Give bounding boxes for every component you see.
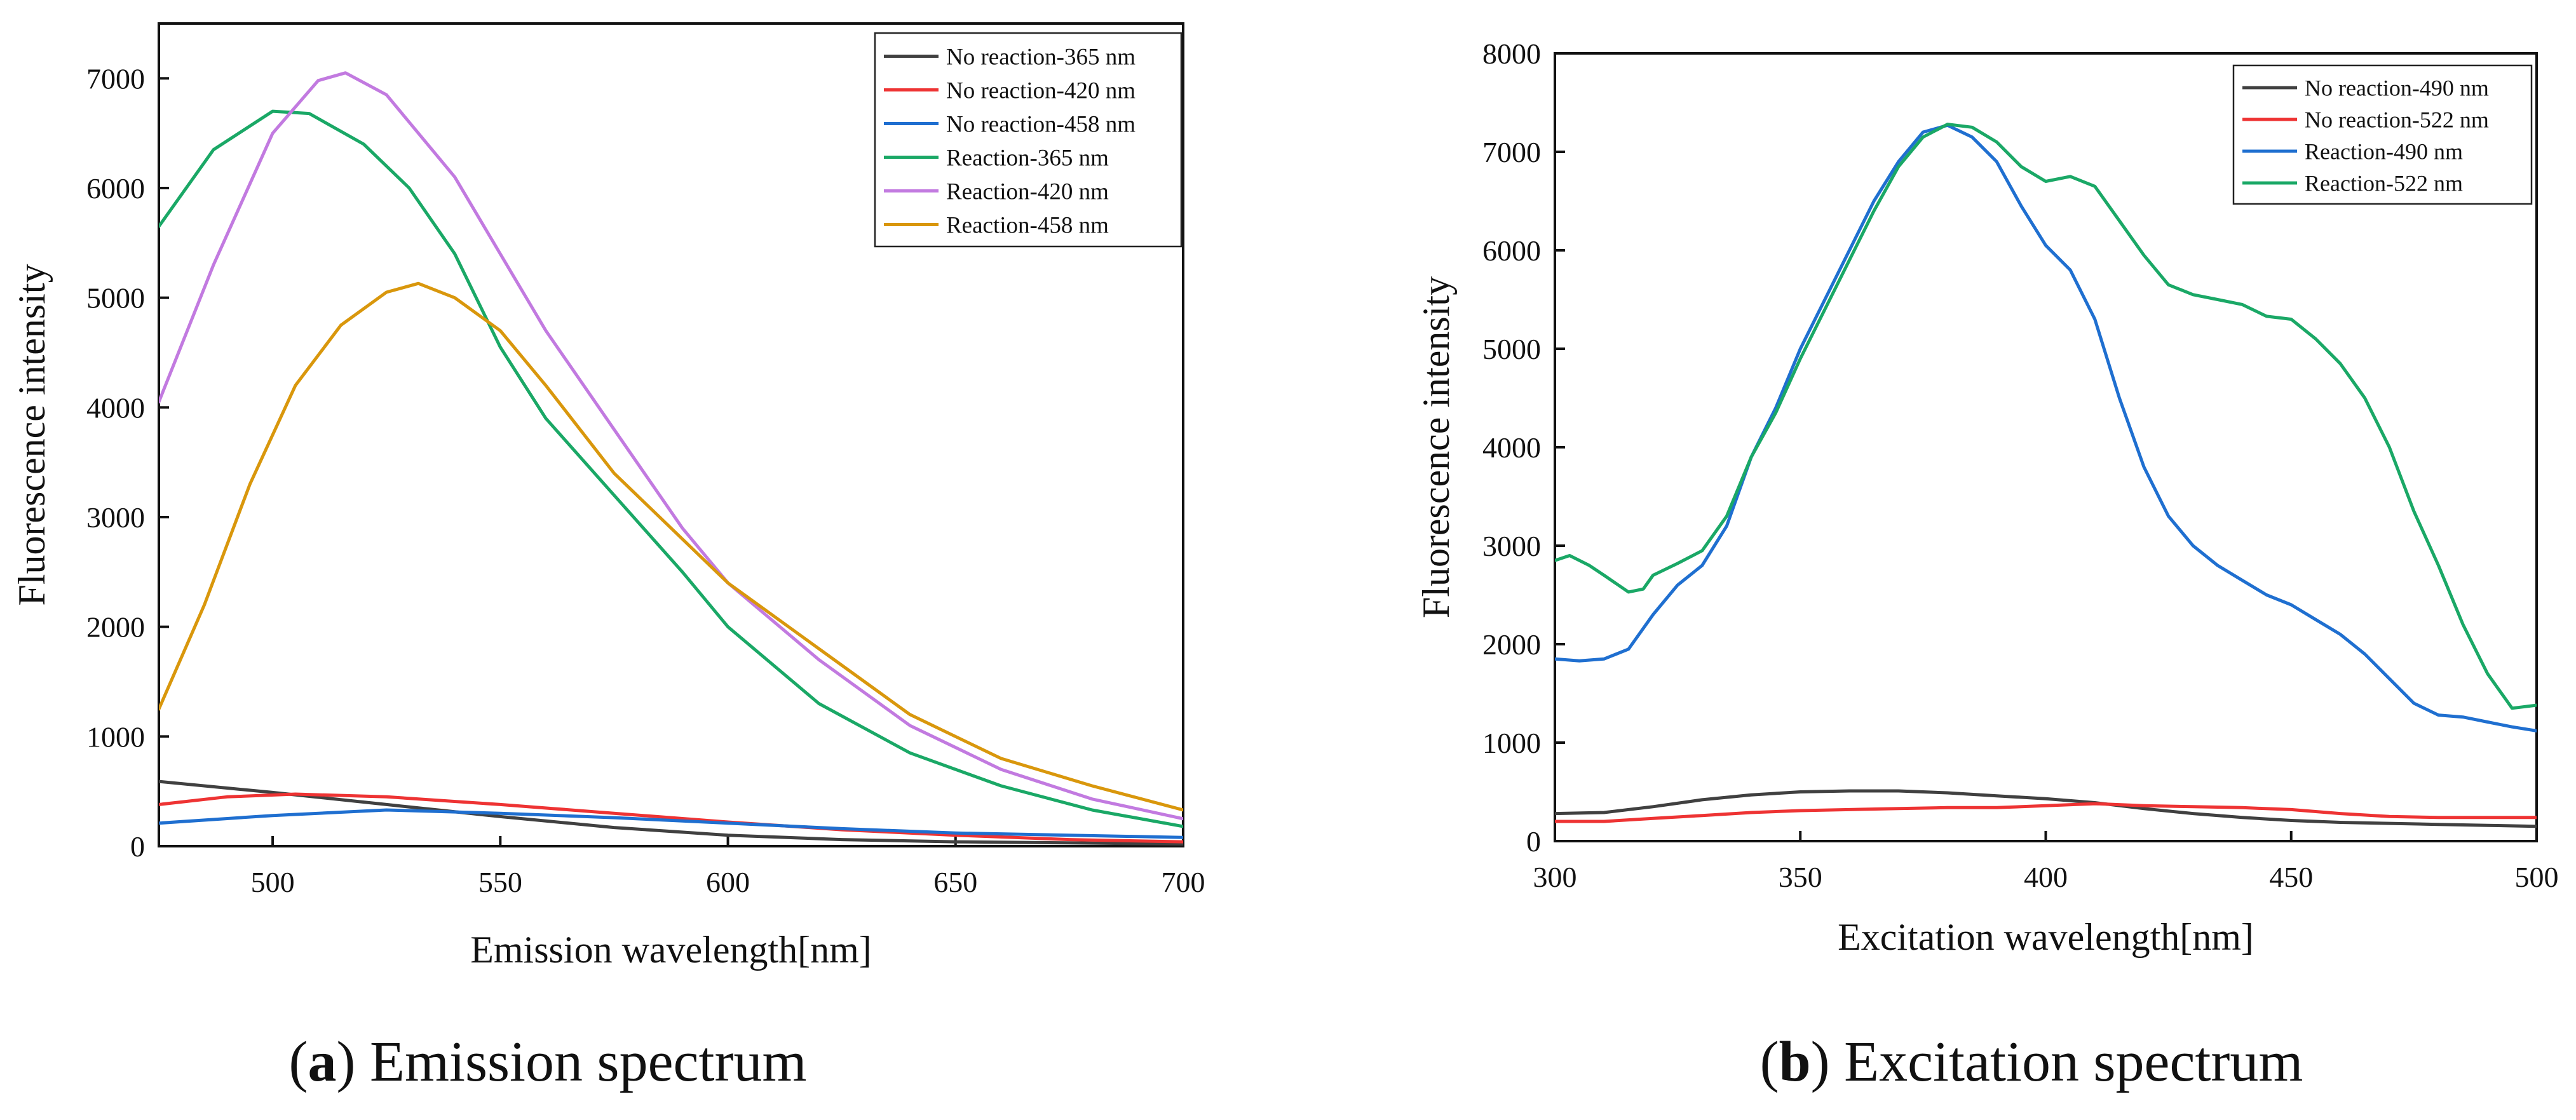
excitation-y-tick-label: 3000	[1482, 530, 1541, 562]
emission-y-tick-label: 0	[130, 830, 145, 863]
excitation-series-group	[1555, 123, 2537, 828]
emission-y-tick-label: 5000	[86, 282, 145, 314]
excitation-legend-label-reaction-522-nm: Reaction-522 nm	[2305, 171, 2463, 196]
emission-legend-label-reaction-420-nm: Reaction-420 nm	[946, 179, 1109, 205]
emission-series-no-reaction-458-nm	[159, 808, 1183, 839]
emission-chart: 500 550 600 650 7000100020003000400050006000…	[11, 22, 1205, 971]
excitation-x-tick-label: 350	[1779, 861, 1822, 893]
emission-series-group	[159, 71, 1183, 846]
emission-y-tick-label: 4000	[86, 391, 145, 424]
emission-y-tick-label: 6000	[86, 172, 145, 205]
excitation-x-tick-label: 400	[2024, 861, 2068, 893]
emission-series-no-reaction-365-nm	[159, 779, 1183, 846]
emission-legend-label-no-reaction-458-nm: No reaction-458 nm	[946, 111, 1135, 137]
caption-a-letter: a	[308, 1030, 337, 1093]
excitation-legend-label-no-reaction-490-nm: No reaction-490 nm	[2305, 76, 2489, 101]
caption-a: (a) Emission spectrum	[288, 1030, 807, 1093]
emission-y-tick-label: 2000	[86, 611, 145, 644]
emission-x-tick-label: 500	[251, 866, 295, 898]
emission-legend-label-reaction-365-nm: Reaction-365 nm	[946, 145, 1109, 171]
excitation-y-tick-label: 4000	[1482, 431, 1541, 464]
excitation-x-tick-label: 500	[2515, 861, 2559, 893]
excitation-y-tick-label: 1000	[1482, 727, 1541, 759]
excitation-y-tick-label: 0	[1526, 825, 1541, 858]
excitation-y-tick-label: 8000	[1482, 37, 1541, 70]
excitation-x-axis-label: Excitation wavelength[nm]	[1838, 916, 2254, 958]
caption-a-text: Emission spectrum	[370, 1030, 807, 1093]
caption-b: (b) Excitation spectrum	[1759, 1030, 2303, 1093]
emission-y-tick-label: 1000	[86, 720, 145, 753]
excitation-series-reaction-522-nm	[1555, 123, 2537, 710]
emission-x-axis-label: Emission wavelength[nm]	[470, 929, 872, 971]
caption-b-letter: b	[1779, 1030, 1811, 1093]
excitation-series-reaction-490-nm	[1555, 123, 2537, 732]
excitation-x-tick-label: 300	[1533, 861, 1577, 893]
excitation-y-tick-label: 7000	[1482, 136, 1541, 168]
emission-legend-box	[874, 32, 1183, 248]
excitation-legend-label-reaction-490-nm: Reaction-490 nm	[2305, 139, 2463, 165]
excitation-legend-label-no-reaction-522-nm: No reaction-522 nm	[2305, 107, 2489, 133]
emission-series-reaction-365-nm	[159, 109, 1183, 828]
emission-legend-label-no-reaction-420-nm: No reaction-420 nm	[946, 78, 1135, 104]
excitation-y-tick-label: 2000	[1482, 628, 1541, 661]
emission-legend-label-no-reaction-365-nm: No reaction-365 nm	[946, 44, 1135, 70]
excitation-x-tick-label: 450	[2269, 861, 2313, 893]
emission-y-tick-label: 7000	[86, 62, 145, 95]
excitation-series-no-reaction-522-nm	[1555, 802, 2537, 823]
emission-series-reaction-458-nm	[159, 281, 1183, 812]
emission-y-axis-label: Fluorescence intensity	[11, 264, 53, 605]
emission-x-tick-label: 550	[478, 866, 522, 898]
emission-x-tick-label: 600	[706, 866, 750, 898]
excitation-chart: 300 350 400 450 5000100020003000400050006000…	[1415, 37, 2559, 958]
emission-series-no-reaction-420-nm	[159, 792, 1183, 844]
excitation-y-tick-label: 5000	[1482, 333, 1541, 365]
excitation-series-no-reaction-490-nm	[1555, 789, 2537, 828]
excitation-y-tick-label: 6000	[1482, 234, 1541, 267]
caption-b-text: Excitation spectrum	[1844, 1030, 2303, 1093]
emission-x-tick-label: 650	[933, 866, 977, 898]
emission-legend-label-reaction-458-nm: Reaction-458 nm	[946, 212, 1109, 238]
emission-plot-frame	[158, 22, 1184, 847]
emission-y-tick-label: 3000	[86, 501, 145, 534]
excitation-y-axis-label: Fluorescence intensity	[1415, 276, 1457, 618]
emission-series-reaction-420-nm	[159, 71, 1183, 821]
emission-x-tick-label: 700	[1162, 866, 1205, 898]
